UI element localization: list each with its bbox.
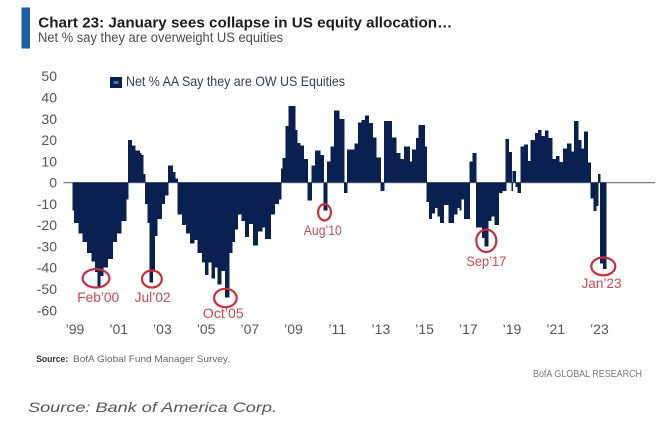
svg-text:’13: ’13 — [372, 321, 391, 337]
svg-text:’07: ’07 — [240, 321, 259, 337]
svg-text:’19: ’19 — [503, 321, 522, 337]
svg-text:Jul’02: Jul’02 — [135, 289, 171, 305]
svg-text:20: 20 — [41, 132, 57, 148]
svg-text:-50: -50 — [37, 281, 57, 297]
svg-text:’17: ’17 — [459, 321, 478, 337]
svg-text:10: 10 — [41, 153, 57, 169]
svg-text:Feb’00: Feb’00 — [77, 289, 119, 305]
svg-text:Net % AA Say they are OW US Eq: Net % AA Say they are OW US Equities — [126, 73, 345, 89]
svg-text:Source:: Source: — [36, 354, 68, 365]
svg-text:’23: ’23 — [590, 321, 609, 337]
svg-text:Jan’23: Jan’23 — [582, 275, 622, 291]
svg-text:30: 30 — [41, 111, 57, 127]
svg-text:’03: ’03 — [153, 321, 172, 337]
svg-text:Oct’05: Oct’05 — [203, 305, 244, 321]
svg-text:50: 50 — [41, 68, 57, 84]
svg-text:’99: ’99 — [66, 321, 85, 337]
svg-text:Chart 23: January sees collaps: Chart 23: January sees collapse in US eq… — [38, 15, 452, 32]
svg-text:’05: ’05 — [197, 321, 216, 337]
svg-text:Net % say they are overweight: Net % say they are overweight US equitie… — [38, 30, 283, 45]
svg-text:-30: -30 — [37, 238, 57, 254]
svg-text:0: 0 — [49, 175, 57, 191]
svg-text:Aug’10: Aug’10 — [304, 222, 342, 238]
svg-text:’09: ’09 — [284, 321, 303, 337]
svg-text:Source: Bank of America Corp.: Source: Bank of America Corp. — [28, 399, 277, 415]
svg-text:’21: ’21 — [546, 321, 565, 337]
svg-text:’15: ’15 — [415, 321, 434, 337]
svg-text:-60: -60 — [37, 302, 57, 318]
svg-text:-40: -40 — [37, 260, 57, 276]
svg-text:-10: -10 — [37, 196, 57, 212]
svg-text:’01: ’01 — [109, 321, 128, 337]
svg-text:BofA Global Fund Manager Surve: BofA Global Fund Manager Survey. — [73, 354, 230, 365]
svg-text:BofA GLOBAL RESEARCH: BofA GLOBAL RESEARCH — [533, 369, 642, 380]
svg-text:40: 40 — [41, 90, 57, 106]
svg-text:’11: ’11 — [328, 321, 346, 337]
svg-text:Sep’17: Sep’17 — [466, 253, 506, 269]
svg-text:-20: -20 — [37, 217, 57, 233]
